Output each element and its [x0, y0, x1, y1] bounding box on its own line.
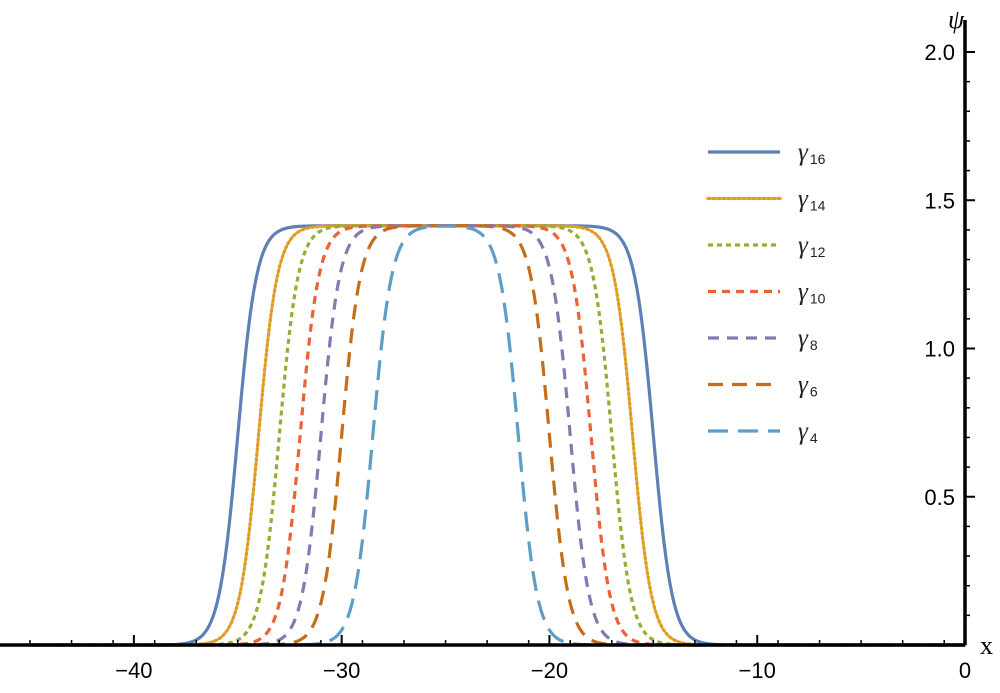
- legend-subscript: 16: [810, 151, 826, 167]
- series-line-14: [28, 224, 967, 647]
- x-tick-label: −20: [531, 658, 568, 683]
- x-tick-label: −10: [739, 658, 776, 683]
- axes: −40 −30 −20 −10 0 0.5 1.0 1.5 2.0 x ψ: [0, 5, 993, 683]
- legend-subscript: 6: [810, 384, 818, 400]
- legend-subscript: 8: [810, 337, 818, 353]
- legend-label-12: γ 12: [798, 232, 826, 260]
- x-tick-label: −40: [115, 658, 152, 683]
- legend-subscript: 10: [810, 291, 826, 307]
- legend-subscript: 14: [810, 198, 826, 214]
- series-line-16: [30, 224, 965, 647]
- series-line-10: [30, 224, 965, 647]
- legend-label-16: γ 16: [798, 139, 826, 167]
- x-tick-label: 0: [959, 658, 971, 683]
- curves: [28, 224, 967, 647]
- y-tick-label: 1.5: [924, 188, 955, 213]
- series-line-4: [30, 224, 965, 647]
- y-axis-label: ψ: [948, 5, 965, 34]
- legend-label-14: γ 14: [798, 186, 826, 214]
- series-line-12: [30, 224, 965, 647]
- series-line-8: [30, 224, 965, 647]
- y-tick-label: 0.5: [924, 485, 955, 510]
- legend-subscript: 4: [810, 430, 818, 446]
- x-axis-label: x: [980, 631, 993, 660]
- legend-subscript: 12: [810, 244, 826, 260]
- y-tick-label: 1.0: [924, 337, 955, 362]
- x-tick-label: −30: [323, 658, 360, 683]
- y-tick-label: 2.0: [924, 40, 955, 65]
- legend-label-10: γ 10: [798, 279, 826, 307]
- legend: γ 16 γ 14 γ 12 γ 10 γ 8 γ 6 γ 4: [706, 139, 826, 446]
- series-line-6: [30, 224, 965, 647]
